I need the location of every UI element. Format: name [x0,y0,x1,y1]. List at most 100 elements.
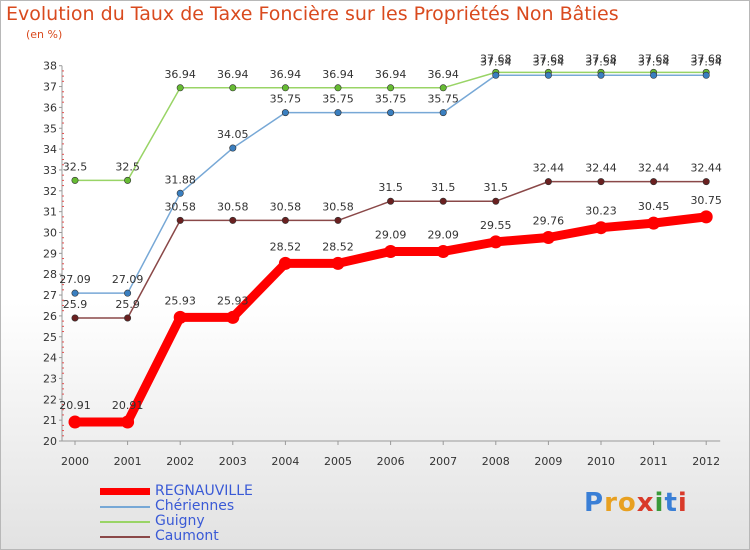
data-label-chériennes: 35.75 [322,93,354,106]
data-label-regnauville: 30.45 [638,200,670,213]
data-label-chériennes: 35.75 [270,93,302,106]
data-label-guigny: 36.94 [322,68,354,81]
point-caumont [176,216,184,224]
data-labels: 32.5 32.5 36.94 36.94 36.94 36.94 36.94 36.94 37… [59,52,722,412]
data-label-regnauville: 25.93 [217,294,249,307]
point-caumont [124,314,132,322]
legend-swatch [100,536,150,538]
point-regnauville [541,231,555,245]
point-regnauville [331,256,345,270]
x-tick-label: 2011 [640,455,668,468]
logo-letter: r [604,488,618,518]
point-guigny [124,176,132,184]
data-label-regnauville: 29.09 [375,228,407,241]
x-tick-label: 2007 [429,455,457,468]
data-label-regnauville: 30.75 [690,194,722,207]
y-tick-label: 37 [43,81,57,94]
x-tick-label: 2002 [166,455,194,468]
legend-label: REGNAUVILLE [155,483,253,499]
legend-swatch [100,506,150,508]
data-label-guigny: 32.5 [115,160,140,173]
data-label-caumont: 30.58 [164,200,196,213]
point-caumont [387,197,395,205]
data-label-chériennes: 35.75 [375,93,407,106]
y-tick-label: 33 [43,164,57,177]
point-chériennes [229,144,237,152]
data-label-chériennes: 37.54 [533,55,565,68]
point-regnauville [699,210,713,224]
x-tick-label: 2009 [534,455,562,468]
data-label-caumont: 31.5 [484,181,509,194]
y-tick-label: 25 [43,331,57,344]
logo-letter: P [584,488,605,518]
point-caumont [544,178,552,186]
proxiti-logo: Proxiti [584,488,688,518]
y-tick-label: 22 [43,393,57,406]
legend-label: Guigny [155,513,205,529]
y-tick-label: 36 [43,101,57,114]
y-tick-label: 27 [43,289,57,302]
point-chériennes [334,109,342,117]
data-label-guigny: 36.94 [427,68,459,81]
x-tick-label: 2000 [61,455,89,468]
y-tick-label: 29 [43,247,57,260]
point-regnauville [278,256,292,270]
data-label-chériennes: 27.09 [59,273,91,286]
x-tick-label: 2005 [324,455,352,468]
point-caumont [281,216,289,224]
x-tick-label: 2012 [692,455,720,468]
data-label-chériennes: 27.09 [112,273,144,286]
x-tick-label: 2008 [482,455,510,468]
point-chériennes [71,289,79,297]
data-label-chériennes: 31.88 [164,173,196,186]
logo-letter: o [617,488,637,518]
point-chériennes [439,109,447,117]
y-tick-label: 38 [43,60,57,73]
y-tick-label: 30 [43,227,57,240]
data-label-regnauville: 25.93 [164,294,196,307]
point-caumont [229,216,237,224]
point-guigny [176,84,184,92]
data-label-caumont: 25.9 [115,298,140,311]
point-guigny [229,84,237,92]
legend-label: Caumont [155,528,219,544]
data-label-caumont: 32.44 [638,162,670,175]
data-label-chériennes: 37.54 [585,55,617,68]
legend-swatch [100,488,150,495]
chart-title: Evolution du Taux de Taxe Foncière sur l… [6,3,619,25]
data-label-regnauville: 29.55 [480,219,512,232]
data-label-chériennes: 37.54 [638,55,670,68]
point-guigny [71,176,79,184]
x-tick-label: 2003 [219,455,247,468]
point-regnauville [68,415,82,429]
legend-label: Chériennes [155,498,235,514]
point-regnauville [594,221,608,235]
point-caumont [71,314,79,322]
data-label-guigny: 37.68 [690,52,722,65]
data-label-chériennes: 35.75 [427,93,459,106]
x-tick-labels: 2000 2001 2002 2003 2004 2005 2006 2007 2008 2009… [61,441,720,468]
y-tick-label: 31 [43,206,57,219]
logo-letter: i [677,488,688,518]
y-tick-labels: 20 21 22 23 24 25 26 27 28 29 30 31 32 33 34 35 36 37 38 [43,60,62,448]
y-tick-label: 32 [43,185,57,198]
logo-letter: t [664,488,678,518]
data-label-guigny: 37.68 [480,52,512,65]
point-caumont [650,178,658,186]
data-label-caumont: 30.58 [270,200,302,213]
point-caumont [597,178,605,186]
y-tick-label: 26 [43,310,57,323]
point-caumont [334,216,342,224]
point-regnauville [121,415,135,429]
data-label-regnauville: 29.76 [533,215,565,228]
x-tick-label: 2010 [587,455,615,468]
point-regnauville [384,244,398,258]
y-tick-label: 34 [43,143,57,156]
point-chériennes [544,71,552,79]
point-chériennes [387,109,395,117]
point-chériennes [650,71,658,79]
y-tick-label: 24 [43,352,57,365]
point-chériennes [702,71,710,79]
